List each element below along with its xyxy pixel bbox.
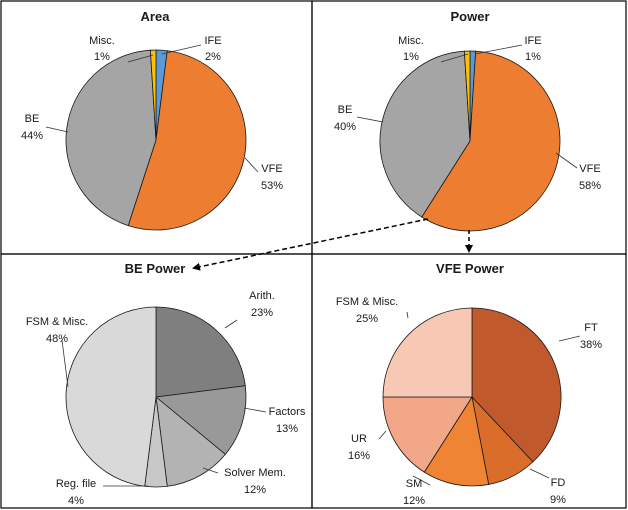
- data-label-area-vfe-name: VFE: [261, 163, 282, 175]
- data-label-be-factors-name: Factors: [269, 406, 306, 418]
- data-label-be-solver-name: Solver Mem.: [224, 467, 286, 479]
- data-label-vfe-ur-pct: 16%: [348, 450, 370, 462]
- data-label-power-misc-pct: 1%: [403, 51, 419, 63]
- leader-vfe-ur: [378, 430, 387, 440]
- data-label-vfe-ft-pct: 38%: [580, 339, 602, 351]
- chart-title-area: Area: [141, 9, 171, 24]
- leader-area-be: [45, 126, 69, 133]
- pie-slice-be-power-solver-mem: [155, 396, 226, 487]
- leader-vfe-ft: [558, 335, 581, 342]
- data-label-power-misc-name: Misc.: [398, 35, 424, 47]
- chart-title-vfe-power: VFE Power: [436, 261, 504, 276]
- pie-slice-area-vfe: [127, 50, 247, 231]
- pie-power: [379, 50, 561, 232]
- leader-vfe-fd: [529, 468, 550, 479]
- data-label-area-misc-name: Misc.: [89, 35, 115, 47]
- data-label-area-ife-pct: 2%: [205, 51, 221, 63]
- leader-area-ife: [161, 44, 202, 55]
- data-label-power-be-pct: 40%: [334, 121, 356, 133]
- data-label-power-be-name: BE: [338, 104, 353, 116]
- data-label-vfe-ur-name: UR: [351, 433, 367, 445]
- pie-slice-vfe-power-sm: [423, 395, 490, 487]
- data-label-area-vfe-pct: 53%: [261, 180, 283, 192]
- leader-power-vfe: [555, 152, 578, 169]
- data-label-power-vfe-name: VFE: [579, 163, 600, 175]
- data-label-power-ife-pct: 1%: [525, 51, 541, 63]
- pie-slice-vfe-power-ft: [471, 307, 562, 463]
- leader-be-arith: [224, 319, 238, 329]
- data-label-vfe-fsm-pct: 25%: [356, 313, 378, 325]
- data-label-area-misc-pct: 1%: [94, 51, 110, 63]
- pie-slice-power-be: [379, 50, 471, 218]
- leader-be-fsm: [61, 339, 69, 388]
- data-label-area-be-pct: 44%: [21, 130, 43, 142]
- data-label-vfe-fd-pct: 9%: [550, 494, 566, 506]
- pie-slice-power-vfe: [421, 50, 561, 232]
- pie-slice-area-misc: [149, 49, 157, 141]
- leader-power-be: [356, 116, 384, 123]
- pie-slice-be-power-arith: [155, 306, 246, 398]
- data-label-be-arith-pct: 23%: [251, 307, 273, 319]
- data-label-vfe-sm-name: SM: [406, 478, 423, 490]
- data-label-be-fsm-pct: 48%: [46, 333, 68, 345]
- leader-power-misc: [440, 53, 469, 63]
- arrow-to-be-power: [192, 218, 429, 271]
- data-label-vfe-fsm-name: FSM & Misc.: [336, 296, 398, 308]
- chart-title-be-power: BE Power: [125, 261, 186, 276]
- data-label-vfe-ft-name: FT: [584, 322, 598, 334]
- leader-area-vfe: [244, 157, 259, 173]
- leader-power-ife: [474, 44, 523, 55]
- data-label-be-regfile-name: Reg. file: [56, 478, 96, 490]
- leader-be-solver: [202, 467, 219, 474]
- data-label-be-factors-pct: 13%: [276, 423, 298, 435]
- pie-slice-area-be: [65, 49, 157, 227]
- data-label-vfe-sm-pct: 12%: [403, 495, 425, 507]
- data-label-vfe-fd-name: FD: [551, 477, 566, 489]
- leader-area-misc: [127, 54, 154, 63]
- data-label-area-ife-name: IFE: [204, 35, 221, 47]
- pie-slice-be-power-factors: [155, 385, 247, 455]
- pie-slice-be-power-fsm-misc: [65, 306, 157, 487]
- pie-vfe-power: [382, 307, 562, 487]
- pie-be-power: [65, 306, 247, 488]
- pie-slice-power-misc: [463, 50, 471, 142]
- data-label-be-arith-name: Arith.: [249, 290, 275, 302]
- data-label-be-fsm-name: FSM & Misc.: [26, 316, 88, 328]
- pie-slice-vfe-power-fsm-misc: [382, 307, 473, 398]
- leader-vfe-sm: [412, 475, 431, 486]
- chart-title-power: Power: [450, 9, 489, 24]
- pie-slice-vfe-power-ur: [382, 396, 473, 473]
- data-label-be-regfile-pct: 4%: [68, 495, 84, 507]
- data-label-power-ife-name: IFE: [524, 35, 541, 47]
- panel-frame-vfe-power: [311, 253, 627, 509]
- data-label-be-solver-pct: 12%: [244, 484, 266, 496]
- data-label-area-be-name: BE: [25, 113, 40, 125]
- leader-vfe-fsm: [406, 311, 409, 319]
- pie-area: [65, 49, 247, 231]
- data-label-power-vfe-pct: 58%: [579, 180, 601, 192]
- leader-be-factors: [243, 407, 267, 413]
